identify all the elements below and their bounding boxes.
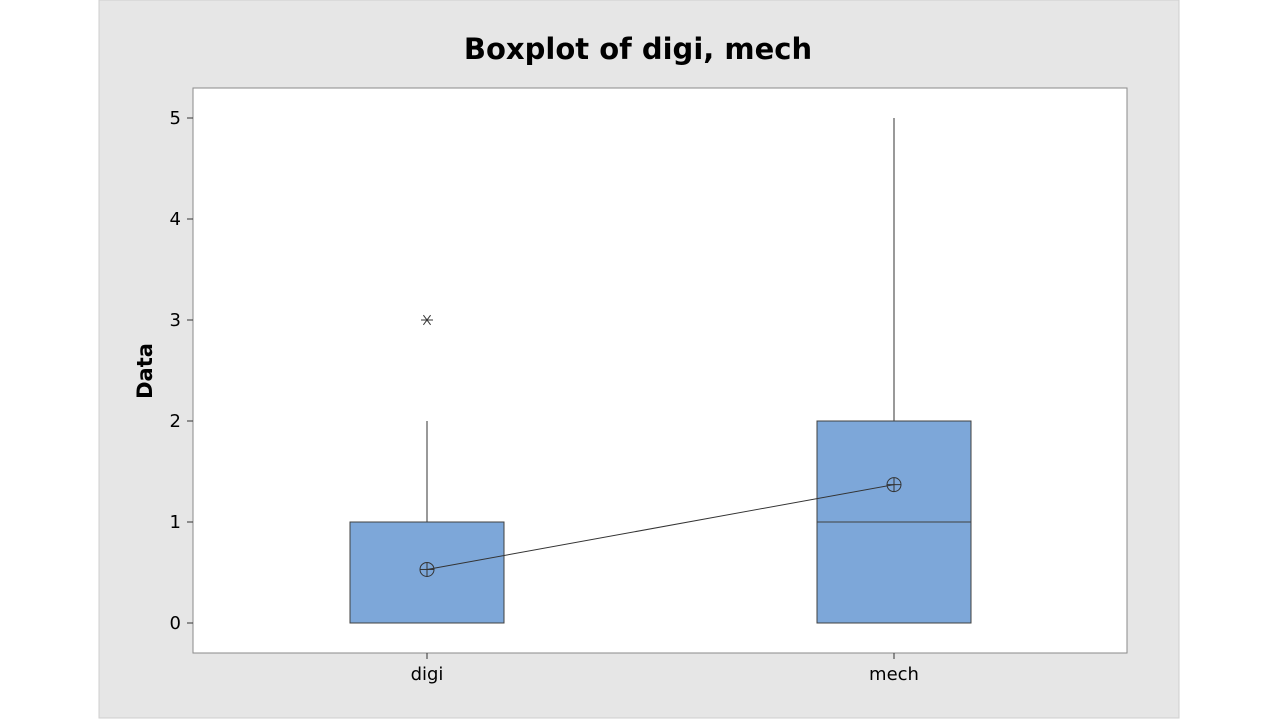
boxplot-series	[349, 118, 972, 624]
y-axis-label: Data	[133, 343, 157, 399]
mean-connect-line	[426, 484, 895, 570]
y-tick-label: 0	[170, 613, 181, 634]
outlier-stroke	[422, 314, 432, 326]
chart-title: Boxplot of digi, mech	[464, 32, 812, 66]
box-mech	[816, 118, 972, 624]
y-axis: 0 1 2 3 4 5	[170, 108, 193, 634]
plot-area	[192, 87, 1128, 654]
y-tick-label: 5	[170, 108, 181, 129]
x-tick-label: digi	[411, 664, 444, 685]
mean-marker-mech	[886, 477, 902, 493]
mean-marker-digi	[419, 561, 435, 577]
y-tick-label: 4	[170, 209, 181, 230]
outlier-marker	[421, 314, 433, 326]
y-tick-label: 2	[170, 411, 181, 432]
x-axis: digi mech	[411, 653, 919, 685]
mean-connect-line-group	[419, 477, 902, 577]
y-tick-label: 1	[170, 512, 181, 533]
y-tick-label: 3	[170, 310, 181, 331]
x-tick-label: mech	[869, 664, 919, 685]
